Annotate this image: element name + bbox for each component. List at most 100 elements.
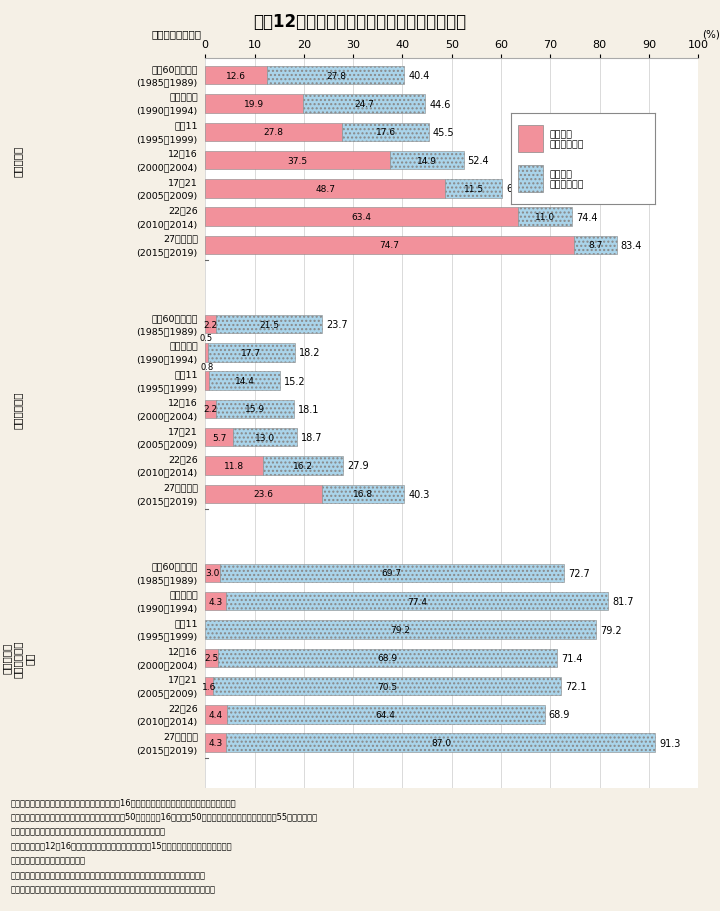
Text: (1985〜1989): (1985〜1989) bbox=[137, 78, 198, 87]
Text: (1985〜1989): (1985〜1989) bbox=[137, 327, 198, 336]
Bar bbox=[574, 237, 616, 255]
Text: 12〜16: 12〜16 bbox=[168, 149, 198, 159]
Text: パート・派遣: パート・派遣 bbox=[13, 391, 23, 428]
Text: 3.0: 3.0 bbox=[205, 568, 220, 578]
Text: (2010〜2014): (2010〜2014) bbox=[137, 468, 198, 477]
Text: (2015〜2019): (2015〜2019) bbox=[137, 745, 198, 754]
Text: （子供の出生年）: （子供の出生年） bbox=[152, 29, 202, 39]
Text: 5.7: 5.7 bbox=[212, 434, 227, 442]
Text: 17〜21: 17〜21 bbox=[168, 178, 198, 187]
Text: 87.0: 87.0 bbox=[431, 738, 451, 747]
Text: 17.6: 17.6 bbox=[376, 128, 396, 138]
Text: 1.6: 1.6 bbox=[202, 681, 216, 691]
Text: 74.4: 74.4 bbox=[576, 212, 598, 222]
Text: (2000〜2004): (2000〜2004) bbox=[137, 660, 198, 670]
Bar bbox=[518, 166, 543, 193]
Bar bbox=[216, 400, 294, 419]
Text: 14.4: 14.4 bbox=[235, 377, 255, 385]
Text: 24.7: 24.7 bbox=[354, 100, 374, 109]
Text: 平成２〜６: 平成２〜６ bbox=[169, 93, 198, 102]
Text: 11.8: 11.8 bbox=[224, 462, 244, 470]
Text: 23.7: 23.7 bbox=[326, 320, 348, 330]
Text: 37.5: 37.5 bbox=[287, 157, 307, 166]
Text: 14.9: 14.9 bbox=[417, 157, 437, 166]
Text: 69.7: 69.7 bbox=[382, 568, 402, 578]
Text: 13.0: 13.0 bbox=[256, 434, 276, 442]
Text: 就業継続（育休無し）－妊娠判明時就業〜育児休業取得無し〜子供１歳時就業: 就業継続（育休無し）－妊娠判明時就業〜育児休業取得無し〜子供１歳時就業 bbox=[11, 885, 216, 894]
Text: 22〜26: 22〜26 bbox=[168, 455, 198, 464]
Text: 11.5: 11.5 bbox=[464, 185, 484, 194]
Text: 15.9: 15.9 bbox=[246, 405, 266, 414]
Text: (2005〜2009): (2005〜2009) bbox=[137, 689, 198, 698]
Bar bbox=[209, 372, 280, 391]
Bar bbox=[205, 96, 303, 114]
Text: 2.2: 2.2 bbox=[204, 321, 217, 329]
Text: 正規の職員: 正規の職員 bbox=[13, 145, 23, 177]
Text: 就業継続
（育休利用）: 就業継続 （育休利用） bbox=[550, 129, 585, 149]
Text: 4.4: 4.4 bbox=[209, 710, 223, 719]
Text: 昭和60〜平成元: 昭和60〜平成元 bbox=[151, 65, 198, 74]
Bar bbox=[518, 126, 543, 153]
Text: 83.4: 83.4 bbox=[621, 241, 642, 251]
Text: ７〜11: ７〜11 bbox=[174, 121, 198, 130]
Text: 23.6: 23.6 bbox=[253, 490, 274, 498]
Text: 40.3: 40.3 bbox=[408, 489, 430, 499]
Text: (2015〜2019): (2015〜2019) bbox=[137, 496, 198, 506]
Text: 72.7: 72.7 bbox=[567, 568, 590, 578]
Bar bbox=[226, 592, 608, 610]
Text: 21.5: 21.5 bbox=[259, 321, 279, 329]
Text: 79.2: 79.2 bbox=[390, 625, 410, 634]
Bar bbox=[518, 209, 572, 227]
Text: 平成２〜６: 平成２〜６ bbox=[169, 590, 198, 599]
Text: (2000〜2004): (2000〜2004) bbox=[137, 412, 198, 421]
Text: 52.4: 52.4 bbox=[467, 156, 489, 166]
Bar bbox=[205, 315, 216, 334]
Text: 63.4: 63.4 bbox=[351, 213, 372, 222]
Text: 11.0: 11.0 bbox=[535, 213, 555, 222]
Bar bbox=[227, 705, 544, 723]
Bar bbox=[205, 180, 446, 199]
Bar bbox=[213, 677, 561, 695]
Bar bbox=[205, 456, 264, 476]
Text: 平成２〜６: 平成２〜６ bbox=[169, 342, 198, 351]
Text: (2000〜2004): (2000〜2004) bbox=[137, 163, 198, 172]
Text: 0.5: 0.5 bbox=[200, 334, 213, 343]
Text: 79.2: 79.2 bbox=[600, 625, 621, 635]
Text: 27.9: 27.9 bbox=[347, 461, 369, 471]
Text: 22〜26: 22〜26 bbox=[168, 703, 198, 712]
Text: (1985〜1989): (1985〜1989) bbox=[137, 576, 198, 585]
Text: 0.8: 0.8 bbox=[201, 363, 214, 371]
Text: 16.2: 16.2 bbox=[293, 462, 313, 470]
Text: 17〜21: 17〜21 bbox=[168, 426, 198, 435]
Bar bbox=[205, 237, 574, 255]
Bar bbox=[207, 343, 295, 363]
Text: 12.6: 12.6 bbox=[226, 72, 246, 81]
Bar bbox=[205, 649, 217, 667]
Text: 15.2: 15.2 bbox=[284, 376, 306, 386]
Text: 特－12図　第１子出産前有職者の就業継続率: 特－12図 第１子出産前有職者の就業継続率 bbox=[253, 13, 467, 31]
Text: (2005〜2009): (2005〜2009) bbox=[137, 191, 198, 200]
Text: 77.4: 77.4 bbox=[408, 597, 427, 606]
Text: 27.8: 27.8 bbox=[264, 128, 284, 138]
Text: 70.5: 70.5 bbox=[377, 681, 397, 691]
Text: 就業継続（育休利用）－妊娠判明時就業〜育児休業取得〜子供１歳時就業: 就業継続（育休利用）－妊娠判明時就業〜育児休業取得〜子供１歳時就業 bbox=[11, 870, 206, 879]
Text: 16.8: 16.8 bbox=[353, 490, 373, 498]
Bar bbox=[205, 343, 207, 363]
Text: 27〜令和元: 27〜令和元 bbox=[163, 234, 198, 243]
Bar bbox=[217, 649, 557, 667]
Text: 27〜令和元: 27〜令和元 bbox=[163, 732, 198, 741]
Text: (2010〜2014): (2010〜2014) bbox=[137, 717, 198, 726]
Bar bbox=[205, 124, 342, 142]
Text: (1990〜1994): (1990〜1994) bbox=[137, 107, 198, 116]
Bar bbox=[205, 400, 216, 419]
Text: 18.7: 18.7 bbox=[302, 433, 323, 443]
Text: (2015〜2019): (2015〜2019) bbox=[137, 248, 198, 257]
Text: (1995〜1999): (1995〜1999) bbox=[137, 384, 198, 393]
Text: ３．第12〜16回調査について、第１子が１歳以上15歳未満の夫婦を合わせて集計。: ３．第12〜16回調査について、第１子が１歳以上15歳未満の夫婦を合わせて集計。 bbox=[11, 841, 233, 850]
Text: 12〜16: 12〜16 bbox=[168, 398, 198, 407]
Bar bbox=[205, 733, 226, 752]
Bar bbox=[233, 428, 297, 447]
Bar bbox=[205, 592, 226, 610]
Text: 17.7: 17.7 bbox=[241, 349, 261, 357]
Text: （備考）１．国立社会保障・人口問題研究所「第16回出生動向基本調査（夫婦調査）」より作成。: （備考）１．国立社会保障・人口問題研究所「第16回出生動向基本調査（夫婦調査）」… bbox=[11, 797, 236, 806]
